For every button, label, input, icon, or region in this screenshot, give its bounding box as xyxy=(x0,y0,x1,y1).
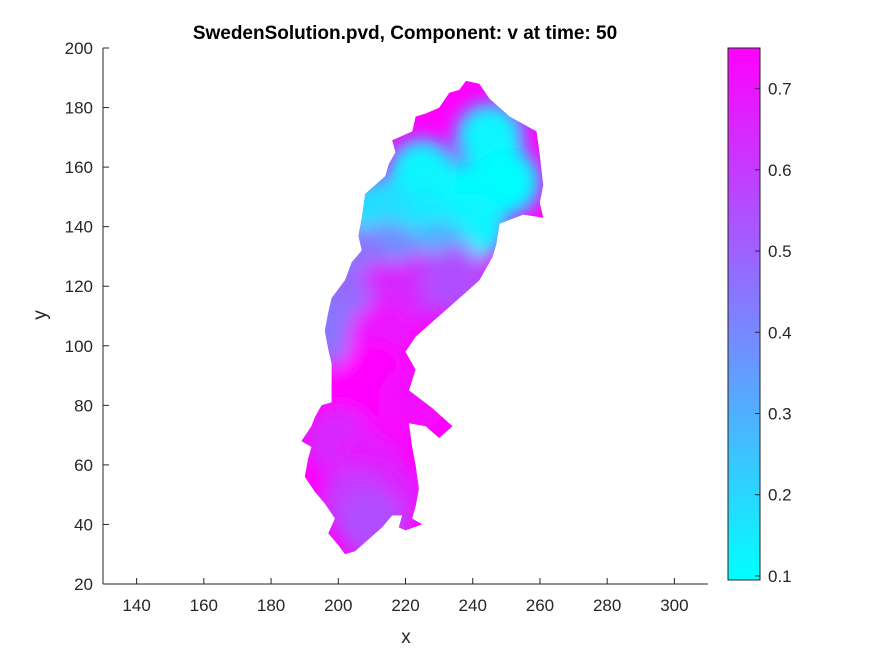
colorbar-gradient xyxy=(727,47,761,581)
y-tick-label: 120 xyxy=(65,277,93,296)
colorbar-tick-label: 0.2 xyxy=(768,486,792,505)
y-tick-label: 20 xyxy=(74,575,93,594)
map-region xyxy=(301,80,544,555)
y-tick-label: 80 xyxy=(74,396,93,415)
axes: 140 160 180 200 220 240 260 280 300 20 40 60 80 100 12… xyxy=(65,39,708,615)
y-tick-label: 200 xyxy=(65,39,93,58)
heat-sample xyxy=(388,139,457,208)
heat-field xyxy=(301,103,541,555)
y-tick-label: 60 xyxy=(74,456,93,475)
colorbar-tick-label: 0.7 xyxy=(768,80,792,99)
heat-sample xyxy=(378,365,447,434)
colorbar-tick-label: 0.4 xyxy=(768,323,792,342)
y-tick-label: 40 xyxy=(74,515,93,534)
y-tick-label: 160 xyxy=(65,158,93,177)
colorbar-tick-label: 0.6 xyxy=(768,161,792,180)
colorbar: 0.1 0.2 0.3 0.4 0.5 0.6 0.7 xyxy=(727,47,792,586)
colorbar-tick-label: 0.3 xyxy=(768,404,792,423)
x-tick-label: 180 xyxy=(257,596,285,615)
heat-sample xyxy=(421,246,490,315)
chart-title: SwedenSolution.pvd, Component: v at time… xyxy=(193,23,617,44)
x-tick-label: 280 xyxy=(593,596,621,615)
x-tick-label: 240 xyxy=(459,596,487,615)
x-axis-label: x xyxy=(401,627,411,648)
y-tick-label: 140 xyxy=(65,218,93,237)
x-tick-label: 160 xyxy=(190,596,218,615)
colorbar-tick-label: 0.5 xyxy=(768,242,792,261)
y-tick-label: 100 xyxy=(65,337,93,356)
y-axis-label: y xyxy=(30,310,51,320)
x-tick-label: 300 xyxy=(660,596,688,615)
heat-sample xyxy=(337,490,406,555)
y-tick-label: 180 xyxy=(65,99,93,118)
x-tick-label: 220 xyxy=(391,596,419,615)
x-tick-label: 260 xyxy=(526,596,554,615)
x-tick-label: 140 xyxy=(122,596,150,615)
x-tick-label: 200 xyxy=(324,596,352,615)
colorbar-tick-label: 0.1 xyxy=(768,567,792,586)
